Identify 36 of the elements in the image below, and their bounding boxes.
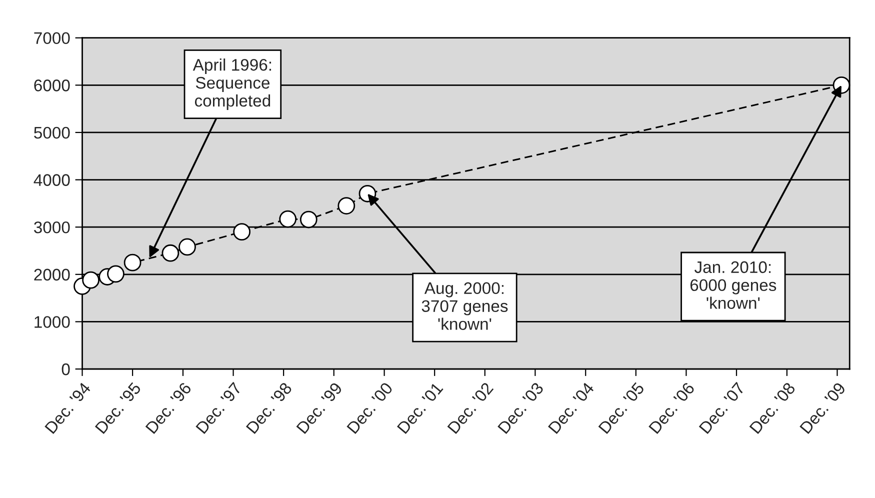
y-tick-label: 1000: [34, 316, 70, 328]
x-tick-label: Dec. '08: [749, 382, 796, 434]
y-tick-label: 3000: [34, 221, 70, 234]
y-tick-label: 7000: [34, 32, 70, 44]
x-tick-label: Dec. '96: [145, 382, 192, 434]
x-tick-label: Dec. '06: [648, 382, 696, 434]
x-tick-label: Dec. '04: [548, 381, 595, 434]
annotation: April 1996: Sequence completed: [192, 58, 272, 110]
x-tick-label: Dec. '97: [196, 382, 242, 434]
point: [279, 210, 297, 228]
y-tick-label: 5000: [34, 126, 70, 139]
y-tick-label: 6000: [34, 80, 70, 92]
x-tick-label: Dec. '03: [497, 382, 544, 434]
point: [162, 244, 180, 262]
point: [124, 254, 142, 272]
x-tick-label: Dec. '09: [799, 382, 846, 434]
annotation: Aug. 2000: 3707 genes 'known': [422, 282, 508, 330]
x-tick-label: Dec. '07: [698, 382, 746, 434]
point: [338, 197, 356, 214]
point: [178, 238, 196, 256]
y-tick-label: 2000: [34, 268, 70, 281]
y-tick-label: 0: [62, 363, 70, 376]
x-tick-label: Dec. '00: [346, 382, 394, 434]
x-tick-label: Dec. '98: [246, 382, 292, 434]
point: [300, 210, 318, 228]
point: [107, 265, 124, 283]
x-tick-label: Dec. '95: [94, 382, 142, 434]
y-tick-label: 4000: [34, 174, 70, 186]
x-tick-label: Dec. '94: [44, 381, 92, 434]
x-tick-label: Dec. '01: [396, 382, 444, 434]
x-tick-label: Dec. '05: [598, 382, 645, 434]
x-tick-label: Dec. '02: [447, 382, 494, 434]
point: [82, 271, 100, 289]
point: [233, 223, 250, 240]
x-tick-label: Dec. '99: [296, 382, 343, 434]
annotation: Jan. 2010: 6000 genes 'known': [690, 261, 776, 309]
